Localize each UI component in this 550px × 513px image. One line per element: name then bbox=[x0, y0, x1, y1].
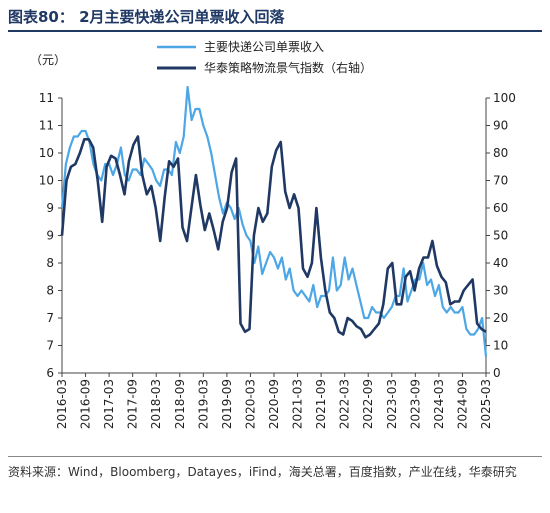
y-right-tick-label: 50 bbox=[493, 229, 508, 243]
x-tick-label: 2022-03 bbox=[338, 379, 352, 429]
x-tick-label: 2017-09 bbox=[126, 379, 140, 429]
x-tick-label: 2021-03 bbox=[291, 379, 305, 429]
title-rule bbox=[8, 30, 542, 32]
y-left-tick-label: 6 bbox=[46, 366, 54, 380]
y-left-tick-label: 11 bbox=[39, 91, 54, 105]
figure-title: 图表80： 2月主要快递公司单票收入回落 bbox=[8, 8, 285, 26]
x-tick-label: 2016-03 bbox=[55, 379, 69, 429]
y-right-tick-label: 90 bbox=[493, 119, 508, 133]
y-left-tick-label: 10 bbox=[39, 146, 54, 160]
x-tick-label: 2023-09 bbox=[408, 379, 422, 429]
x-tick-label: 2022-09 bbox=[361, 379, 375, 429]
y-left-tick-label: 8 bbox=[46, 256, 54, 270]
y-right-tick-label: 20 bbox=[493, 311, 508, 325]
y-right-tick-label: 70 bbox=[493, 174, 508, 188]
footer-rule bbox=[8, 456, 542, 457]
x-tick-label: 2019-03 bbox=[196, 379, 210, 429]
x-tick-label: 2018-03 bbox=[149, 379, 163, 429]
y-left-tick-label: 9 bbox=[46, 201, 54, 215]
x-tick-label: 2016-09 bbox=[79, 379, 93, 429]
y-right-tick-label: 80 bbox=[493, 146, 508, 160]
x-tick-label: 2020-09 bbox=[267, 379, 281, 429]
y-right-tick-label: 30 bbox=[493, 284, 508, 298]
x-tick-label: 2021-09 bbox=[314, 379, 328, 429]
y-right-tick-label: 100 bbox=[493, 91, 516, 105]
y-left-unit: （元） bbox=[30, 53, 66, 67]
y-left-tick-label: 11 bbox=[39, 119, 54, 133]
y-left-tick-label: 7 bbox=[46, 339, 54, 353]
series-line-parcel-revenue bbox=[60, 85, 488, 357]
chart-axes: （元）1111101099887761009080706050403020100… bbox=[30, 53, 516, 429]
x-tick-label: 2024-03 bbox=[432, 379, 446, 429]
line-chart: （元）1111101099887761009080706050403020100… bbox=[30, 40, 516, 429]
x-tick-label: 2023-03 bbox=[385, 379, 399, 429]
y-right-tick-label: 10 bbox=[493, 339, 508, 353]
y-left-tick-label: 10 bbox=[39, 174, 54, 188]
y-left-tick-label: 7 bbox=[46, 311, 54, 325]
x-tick-label: 2018-09 bbox=[173, 379, 187, 429]
legend-label: 华泰策略物流景气指数（右轴） bbox=[204, 60, 372, 75]
y-right-tick-label: 60 bbox=[493, 201, 508, 215]
x-tick-label: 2020-03 bbox=[243, 379, 257, 429]
x-tick-label: 2019-09 bbox=[220, 379, 234, 429]
legend-label: 主要快递公司单票收入 bbox=[204, 40, 324, 54]
chart-series bbox=[60, 85, 488, 357]
y-right-tick-label: 40 bbox=[493, 256, 508, 270]
x-tick-label: 2025-03 bbox=[479, 379, 493, 429]
y-right-tick-label: 0 bbox=[493, 366, 501, 380]
x-tick-label: 2017-03 bbox=[102, 379, 116, 429]
y-left-tick-label: 9 bbox=[46, 229, 54, 243]
series-line-logistics-index bbox=[60, 135, 487, 339]
source-note: 资料来源：Wind，Bloomberg，Datayes，iFind，海关总署，百… bbox=[8, 465, 517, 479]
x-tick-label: 2024-09 bbox=[455, 379, 469, 429]
y-left-tick-label: 8 bbox=[46, 284, 54, 298]
